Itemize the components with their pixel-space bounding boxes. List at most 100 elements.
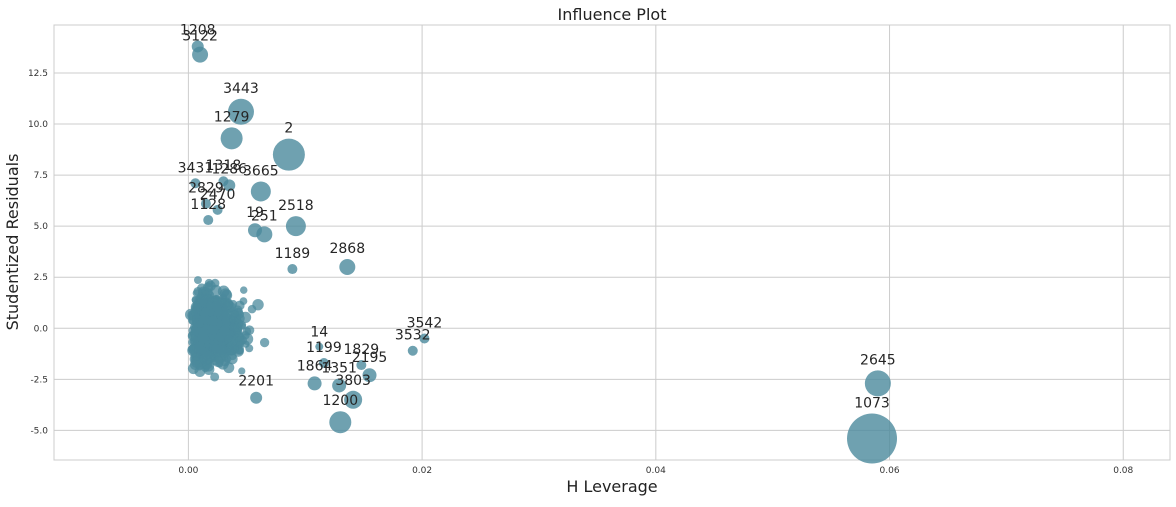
- data-point: [407, 345, 418, 356]
- background-point: [190, 308, 198, 316]
- data-point: [329, 411, 352, 434]
- x-tick-label: 0.00: [178, 466, 198, 476]
- data-point: [190, 178, 201, 189]
- background-point: [238, 367, 246, 375]
- background-point: [242, 326, 252, 336]
- background-point: [197, 332, 209, 344]
- data-point: [847, 413, 898, 464]
- background-point: [219, 325, 230, 336]
- background-point: [217, 345, 228, 355]
- data-point: [212, 204, 223, 215]
- point-label: 1318: [206, 158, 242, 174]
- x-axis-label: H Leverage: [566, 477, 657, 496]
- background-point: [211, 344, 221, 353]
- background-point: [221, 316, 230, 325]
- point-label: 251: [251, 208, 278, 224]
- background-point: [192, 344, 201, 353]
- point-label: 1829: [344, 342, 380, 358]
- background-point: [208, 315, 218, 326]
- x-tick-label: 0.08: [1113, 466, 1133, 476]
- background-point: [210, 301, 221, 312]
- point-label: 3443: [223, 81, 259, 97]
- data-point: [203, 215, 214, 226]
- data-point: [223, 179, 236, 192]
- background-point: [235, 336, 245, 346]
- data-point: [272, 138, 305, 171]
- point-label: 3431: [178, 160, 214, 176]
- background-point: [210, 372, 220, 382]
- background-point: [197, 294, 208, 305]
- point-label: 2829: [188, 181, 224, 197]
- background-point: [195, 320, 204, 328]
- plot-area: [53, 24, 1171, 461]
- data-point: [362, 368, 377, 383]
- data-point: [356, 360, 367, 371]
- point-label: 2201: [238, 374, 274, 390]
- background-point: [231, 310, 239, 318]
- point-label: 1199: [306, 340, 342, 356]
- background-point: [234, 319, 244, 328]
- background-point: [212, 356, 224, 367]
- data-point: [192, 46, 209, 63]
- background-point: [239, 311, 252, 323]
- point-label: 3803: [335, 373, 371, 389]
- background-point: [239, 286, 248, 294]
- background-point: [259, 337, 270, 348]
- y-tick-label: -5.0: [30, 426, 48, 436]
- data-point: [256, 226, 273, 243]
- data-point: [344, 390, 363, 409]
- y-axis-label: Studentized Residuals: [3, 154, 22, 331]
- data-point: [332, 378, 347, 393]
- data-point: [285, 216, 306, 237]
- data-point: [339, 259, 356, 276]
- tick-labels: 0.00 0.02 0.04 0.06 0.08 -5.0 -2.5 0.0 2.5 5.0 7.5…: [28, 69, 1134, 476]
- point-label: 2470: [200, 187, 236, 203]
- data-point: [250, 391, 263, 404]
- point-label: 1189: [275, 246, 311, 262]
- y-tick-label: 5.0: [34, 222, 49, 232]
- point-label: 1864: [297, 358, 333, 374]
- point-label: 1200: [322, 393, 358, 409]
- data-point: [250, 181, 271, 202]
- point-label: 1208: [180, 22, 216, 38]
- point-label: 2: [284, 121, 293, 137]
- point-label: 14: [310, 325, 328, 341]
- data-point: [200, 198, 211, 209]
- y-tick-label: 10.0: [28, 120, 48, 130]
- background-point: [193, 276, 202, 285]
- y-tick-label: 2.5: [34, 273, 48, 283]
- point-label: 3542: [407, 315, 443, 331]
- background-point: [221, 289, 233, 301]
- y-tick-label: 7.5: [34, 171, 48, 181]
- data-point: [220, 127, 243, 150]
- dense-point-cloud: [185, 276, 270, 382]
- point-label: 1351: [321, 360, 357, 376]
- y-tick-label: 12.5: [28, 69, 48, 79]
- data-point: [287, 264, 298, 275]
- data-point: [318, 357, 329, 368]
- point-label: 1128: [190, 197, 226, 213]
- x-tick-label: 0.02: [412, 466, 432, 476]
- x-tick-label: 0.04: [646, 466, 666, 476]
- data-points: [190, 40, 898, 464]
- background-point: [223, 302, 232, 310]
- background-point: [194, 366, 206, 378]
- data-point: [419, 333, 430, 344]
- background-point: [234, 300, 245, 311]
- background-point: [224, 335, 232, 343]
- point-label: 3122: [182, 29, 218, 45]
- background-point: [247, 304, 257, 314]
- point-label: 19: [246, 205, 264, 221]
- point-label: 1073: [854, 396, 890, 412]
- point-label: 2645: [860, 352, 896, 368]
- y-tick-label: -2.5: [30, 375, 48, 385]
- point-label: 1286: [211, 161, 247, 177]
- background-point: [207, 324, 219, 335]
- point-label: 3665: [243, 163, 279, 179]
- background-point: [221, 308, 231, 319]
- data-point: [227, 98, 254, 125]
- point-label: 2195: [352, 350, 388, 366]
